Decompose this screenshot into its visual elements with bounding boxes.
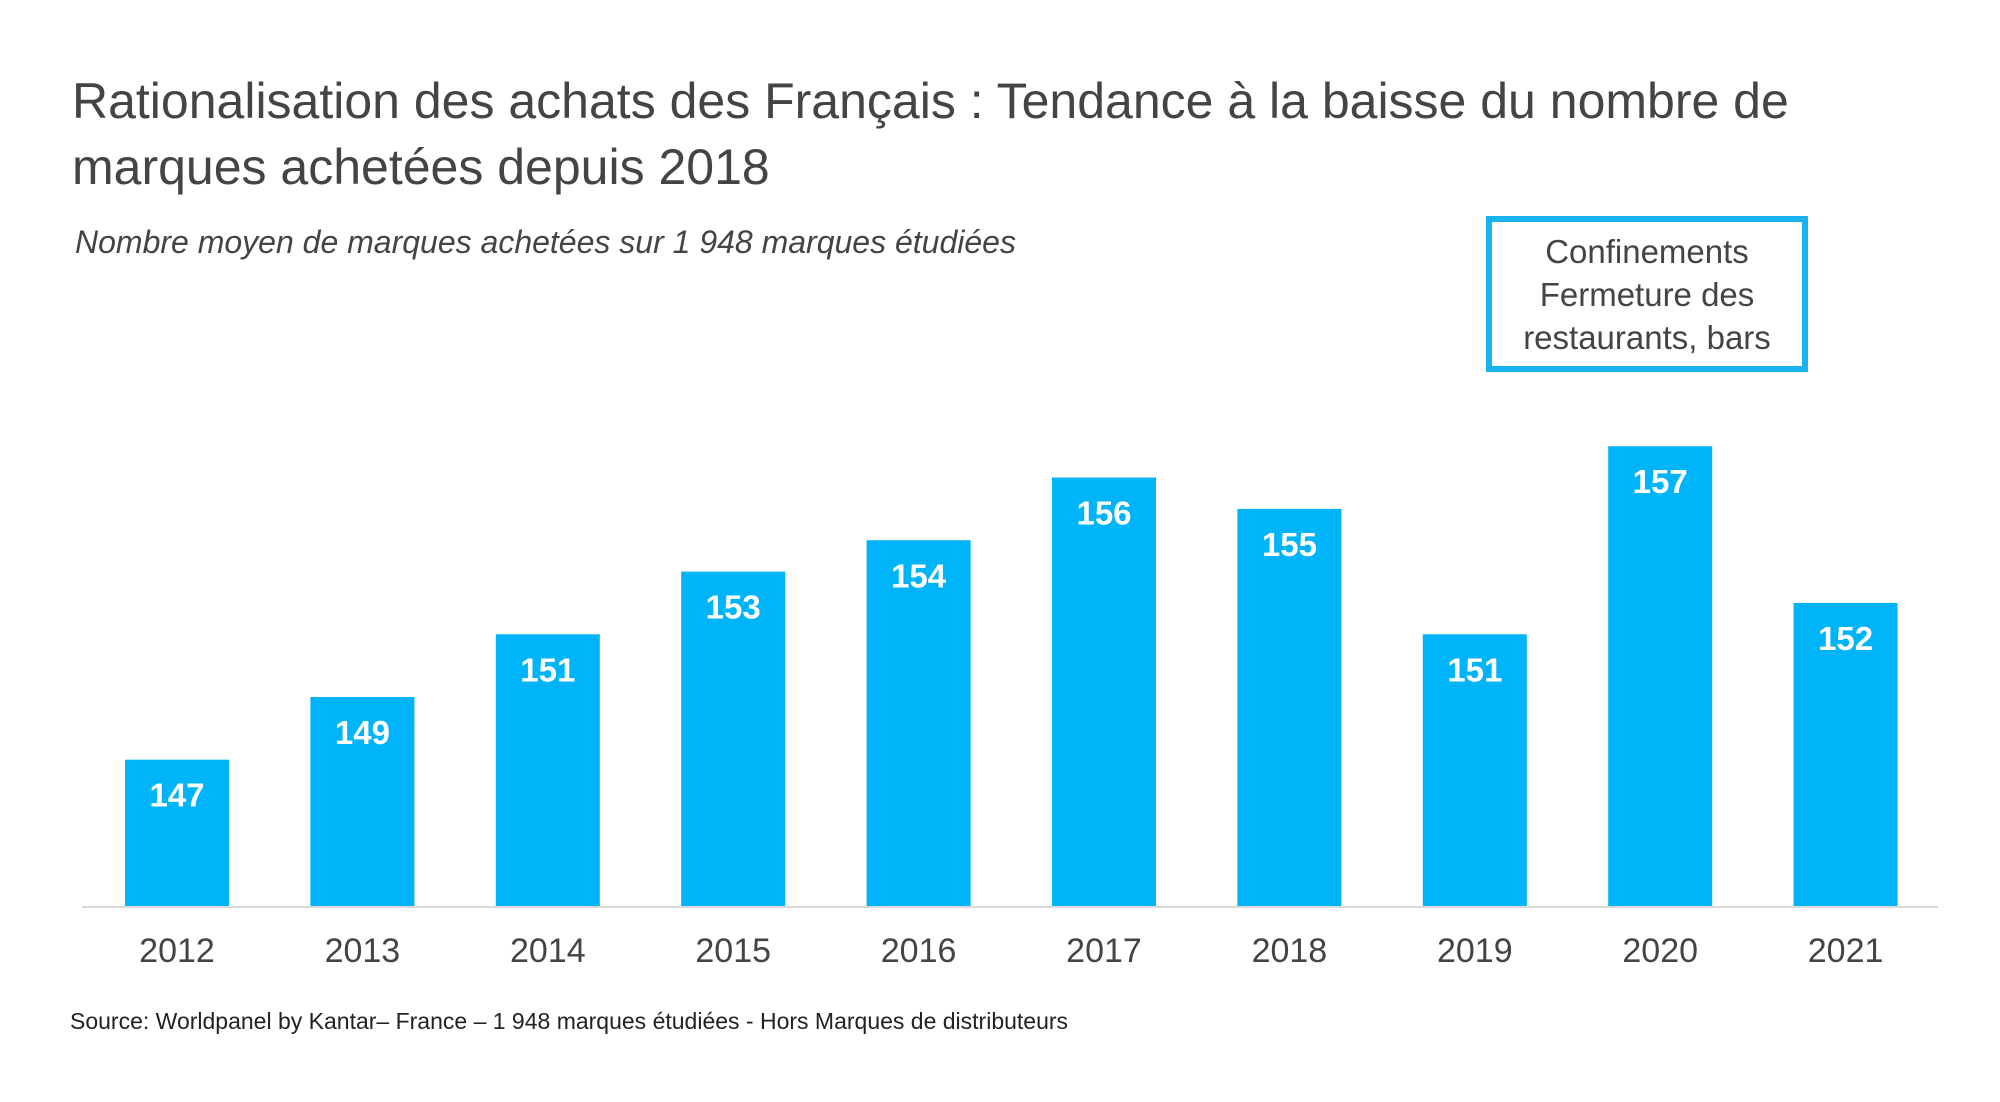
x-tick-label-2018: 2018 (1252, 932, 1328, 970)
bar-2016 (866, 540, 971, 907)
bar-2021 (1793, 602, 1898, 907)
x-tick-label-2020: 2020 (1622, 932, 1698, 970)
bar-2012 (125, 759, 229, 907)
x-tick-label-2019: 2019 (1437, 932, 1513, 970)
bar-2020 (1608, 446, 1713, 907)
source-note: Source: Worldpanel by Kantar– France – 1… (70, 1008, 1069, 1034)
bar-value-label-2018: 155 (1262, 526, 1317, 563)
bar-2013 (310, 696, 415, 907)
bar-value-label-2016: 154 (891, 557, 947, 594)
bar-2018 (1237, 508, 1342, 907)
bar-2014 (495, 634, 600, 907)
lockdown-annotation-box: Confinements Fermeture des restaurants, … (1486, 216, 1808, 372)
bar-value-label-2012: 147 (149, 777, 204, 814)
x-tick-labels: 2012 2013 2014 2015 2016 2017 2018 2019 2020 2021 (139, 932, 1883, 970)
x-tick-label-2012: 2012 (139, 932, 215, 970)
bar-2019 (1422, 634, 1527, 907)
bar-value-label-2017: 156 (1076, 495, 1131, 532)
x-tick-label-2015: 2015 (695, 932, 771, 970)
chart-subtitle: Nombre moyen de marques achetées sur 1 9… (75, 224, 1016, 260)
x-tick-label-2021: 2021 (1808, 932, 1884, 970)
annotation-line-3: restaurants, bars (1523, 318, 1771, 356)
bars-group: 147 149 151 153 154 156 155 151 157 152 (125, 446, 1898, 907)
bar-value-label-2020: 157 (1633, 463, 1688, 500)
bar-value-label-2013: 149 (335, 714, 390, 751)
bar-value-label-2015: 153 (706, 589, 761, 626)
x-tick-label-2014: 2014 (510, 932, 586, 970)
bar-value-label-2021: 152 (1818, 620, 1873, 657)
bar-2017 (1052, 477, 1156, 907)
x-tick-label-2013: 2013 (325, 932, 401, 970)
bar-value-label-2014: 151 (520, 651, 575, 688)
chart-title: Rationalisation des achats des Français … (72, 73, 1789, 195)
x-tick-label-2017: 2017 (1066, 932, 1142, 970)
annotation-line-2: Fermeture des (1539, 275, 1755, 313)
annotation-line-1: Confinements (1545, 232, 1749, 270)
bar-2015 (681, 571, 786, 907)
bar-value-label-2019: 151 (1447, 651, 1502, 688)
x-tick-label-2016: 2016 (881, 932, 957, 970)
